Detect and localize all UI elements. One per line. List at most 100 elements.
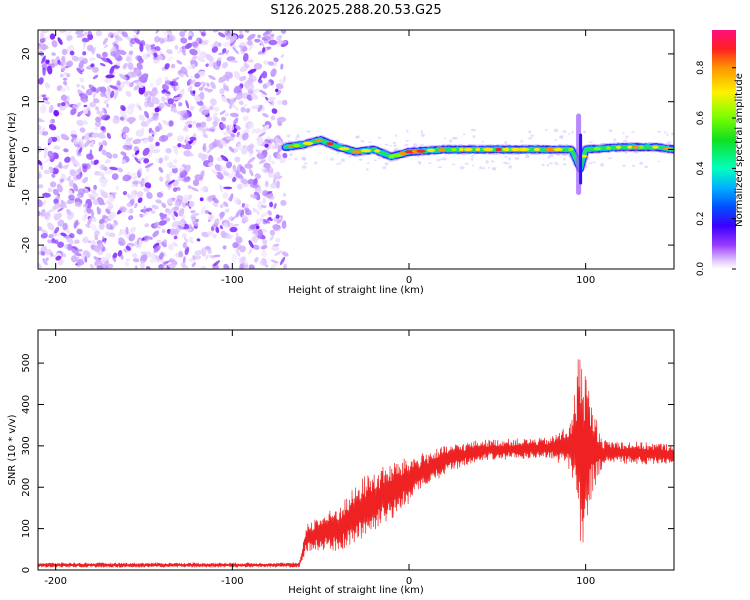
noise-blob bbox=[271, 246, 280, 252]
noise-blob bbox=[63, 77, 68, 81]
noise-blob bbox=[219, 184, 223, 193]
noise-blob bbox=[504, 140, 507, 145]
noise-blob bbox=[260, 245, 268, 250]
noise-blob bbox=[212, 120, 218, 127]
noise-blob bbox=[136, 68, 140, 74]
noise-blob bbox=[125, 137, 134, 143]
noise-blob bbox=[213, 106, 220, 112]
noise-blob bbox=[169, 258, 178, 265]
noise-blob bbox=[270, 68, 277, 77]
noise-blob bbox=[255, 209, 260, 216]
noise-blob bbox=[62, 222, 68, 231]
noise-blob bbox=[126, 107, 134, 116]
noise-blob bbox=[208, 214, 215, 221]
noise-blob bbox=[155, 141, 160, 147]
noise-blob bbox=[49, 33, 56, 40]
noise-blob bbox=[40, 251, 46, 256]
noise-blob bbox=[38, 199, 43, 208]
noise-blob bbox=[149, 82, 154, 87]
noise-blob bbox=[121, 31, 128, 38]
noise-blob bbox=[217, 57, 222, 61]
noise-blob bbox=[120, 82, 125, 89]
noise-blob bbox=[504, 155, 508, 158]
noise-blob bbox=[121, 159, 127, 165]
noise-blob bbox=[122, 113, 127, 119]
noise-blob bbox=[158, 167, 164, 173]
noise-blob bbox=[66, 175, 72, 181]
noise-blob bbox=[76, 119, 84, 127]
noise-blob bbox=[110, 51, 117, 57]
ridge-hotspot bbox=[426, 148, 436, 152]
noise-blob bbox=[200, 206, 206, 215]
noise-blob bbox=[171, 214, 176, 221]
noise-blob bbox=[45, 209, 53, 215]
noise-blob bbox=[171, 167, 178, 174]
noise-blob bbox=[269, 201, 274, 208]
noise-blob bbox=[86, 163, 91, 170]
noise-blob bbox=[41, 55, 46, 64]
noise-blob bbox=[143, 187, 150, 193]
noise-blob bbox=[258, 159, 267, 164]
noise-blob bbox=[82, 37, 90, 43]
noise-blob bbox=[134, 150, 140, 156]
noise-blob bbox=[92, 66, 99, 73]
noise-blob bbox=[348, 155, 352, 159]
snr-ylabel: SNR (10 * v/v) bbox=[7, 414, 18, 485]
noise-blob bbox=[55, 255, 62, 261]
noise-blob bbox=[249, 143, 255, 149]
noise-blob bbox=[235, 236, 243, 244]
noise-blob bbox=[295, 136, 301, 139]
noise-blob bbox=[248, 264, 255, 269]
ridge-hotspot bbox=[627, 145, 633, 149]
noise-blob bbox=[235, 232, 239, 239]
noise-blob bbox=[165, 147, 172, 154]
noise-blob bbox=[126, 209, 131, 214]
noise-blob bbox=[262, 190, 269, 197]
noise-blob bbox=[39, 37, 46, 44]
ridge-hotspot bbox=[463, 147, 473, 152]
noise-blob bbox=[85, 88, 93, 96]
ridge-hotspot bbox=[482, 147, 494, 152]
noise-blob bbox=[101, 149, 107, 156]
noise-blob bbox=[60, 65, 67, 72]
noise-blob bbox=[139, 213, 144, 218]
noise-blob bbox=[270, 182, 278, 189]
noise-blob bbox=[145, 207, 153, 212]
noise-blob bbox=[177, 143, 182, 148]
noise-blob bbox=[608, 157, 612, 160]
noise-blob bbox=[144, 163, 154, 168]
noise-blob bbox=[197, 126, 203, 131]
noise-blob bbox=[255, 148, 261, 155]
noise-blob bbox=[60, 232, 67, 237]
noise-blob bbox=[222, 245, 227, 250]
noise-blob bbox=[224, 112, 229, 117]
noise-blob bbox=[132, 253, 138, 258]
noise-blob bbox=[225, 49, 229, 55]
colorbar-tick-label: 0.2 bbox=[696, 212, 706, 226]
noise-blob bbox=[83, 108, 89, 115]
noise-blob bbox=[138, 239, 142, 249]
noise-blob bbox=[193, 255, 202, 260]
noise-blob bbox=[201, 231, 210, 238]
noise-blob bbox=[242, 132, 249, 141]
noise-blob bbox=[248, 122, 255, 129]
noise-blob bbox=[210, 81, 216, 90]
noise-blob bbox=[90, 223, 98, 232]
noise-blob bbox=[129, 82, 134, 88]
noise-blob bbox=[196, 46, 202, 55]
noise-blob bbox=[113, 90, 119, 100]
noise-blob bbox=[82, 176, 89, 184]
noise-blob bbox=[109, 212, 117, 218]
noise-blob bbox=[191, 41, 198, 47]
noise-blob bbox=[231, 168, 237, 176]
noise-blob bbox=[378, 156, 381, 160]
noise-blob bbox=[485, 160, 489, 164]
noise-blob bbox=[119, 73, 128, 81]
noise-blob bbox=[155, 77, 163, 86]
noise-blob bbox=[421, 133, 425, 138]
noise-blob bbox=[223, 201, 229, 208]
snr-ytick-label: 400 bbox=[21, 395, 32, 414]
noise-blob bbox=[64, 156, 71, 163]
noise-blob bbox=[86, 207, 92, 214]
noise-blob bbox=[210, 226, 215, 232]
